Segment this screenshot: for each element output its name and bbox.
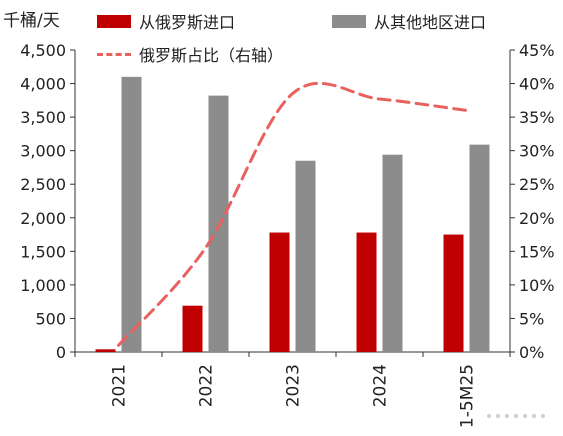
y-right-tick-label: 45%: [519, 41, 555, 60]
bar-russia: [269, 232, 290, 352]
x-tick-label: 2024: [371, 364, 391, 407]
bar-other: [121, 76, 142, 352]
y-right-tick-label: 25%: [519, 175, 555, 194]
legend-item-share: 俄罗斯占比（右轴）: [97, 42, 283, 66]
x-tick-label: 2022: [197, 364, 217, 407]
y-right-tick-label: 20%: [519, 209, 555, 228]
y-left-tick-label: 0: [56, 343, 66, 362]
x-tick-label: 2021: [110, 364, 130, 407]
bar-other: [382, 154, 403, 352]
y-right-tick-label: 30%: [519, 142, 555, 161]
line-russia-share: [117, 81, 468, 347]
y-right-tick-label: 35%: [519, 108, 555, 127]
bar-russia: [182, 305, 203, 352]
y-left-tick-label: 1,500: [20, 242, 66, 261]
legend-item-other: 从其他地区进口: [332, 9, 486, 33]
bar-other: [295, 160, 316, 352]
x-tick-label: 1-5M25: [458, 364, 478, 428]
legend-item-russia: 从俄罗斯进口: [97, 9, 235, 33]
y-right-tick-label: 40%: [519, 75, 555, 94]
y-right-tick-label: 5%: [519, 309, 544, 328]
legend-swatch-share: [97, 52, 131, 56]
y-left-tick-label: 3,000: [20, 142, 66, 161]
legend-label-russia: 从俄罗斯进口: [139, 13, 236, 32]
bar-other: [469, 144, 490, 352]
y-left-tick-label: 4,500: [20, 41, 66, 60]
y-left-tick-label: 3,500: [20, 108, 66, 127]
y-right-tick-label: 0%: [519, 343, 544, 362]
y-right-tick-label: 15%: [519, 242, 555, 261]
legend-swatch-russia: [97, 14, 131, 28]
bar-russia: [443, 234, 464, 352]
y-left-tick-label: 500: [35, 309, 66, 328]
y-left-tick-label: 2,000: [20, 209, 66, 228]
legend-swatch-other: [332, 14, 366, 28]
watermark-dots: [487, 414, 545, 418]
x-tick-label: 2023: [284, 364, 304, 407]
bar-russia: [356, 232, 377, 352]
y-left-tick-label: 4,000: [20, 75, 66, 94]
y-axis-unit-label: 千桶/天: [3, 11, 60, 31]
legend-label-other: 从其他地区进口: [374, 13, 487, 32]
legend-label-share: 俄罗斯占比（右轴）: [139, 46, 284, 65]
y-left-tick-label: 2,500: [20, 175, 66, 194]
y-left-tick-label: 1,000: [20, 276, 66, 295]
y-right-tick-label: 10%: [519, 276, 555, 295]
bar-russia: [95, 349, 116, 352]
